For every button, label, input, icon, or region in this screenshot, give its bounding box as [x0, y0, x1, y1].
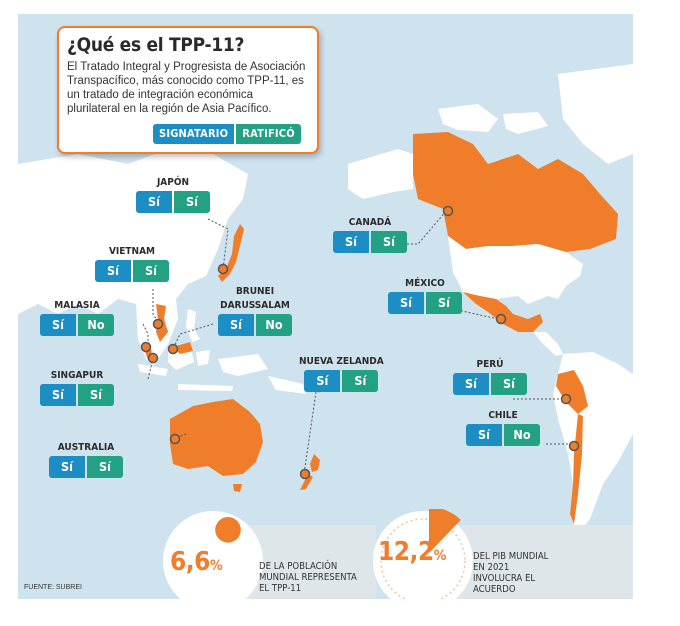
population-indicator	[215, 517, 241, 543]
ratifico-badge: Sí	[133, 260, 169, 282]
ratifico-badge: Sí	[174, 191, 210, 213]
signatario-badge: Sí	[218, 314, 254, 336]
legend-signatario: SIGNATARIO	[153, 124, 235, 144]
country-mexico: MÉXICO Sí Sí	[388, 278, 462, 314]
borneo-north-shape	[173, 342, 193, 354]
peru-shape	[556, 370, 588, 414]
gdp-dotted-ring	[380, 518, 466, 599]
signatario-badge: Sí	[136, 191, 172, 213]
alaska-shape	[348, 149, 413, 199]
legend: SIGNATARIO RATIFICÓ	[153, 124, 309, 144]
signatario-badge: Sí	[95, 260, 131, 282]
country-name: VIETNAM	[108, 246, 156, 257]
country-name: CHILE	[488, 410, 518, 421]
signatario-badge: Sí	[388, 292, 424, 314]
ratifico-badge: Sí	[342, 370, 379, 392]
ratifico-badge: Sí	[371, 231, 407, 253]
country-name: JAPÓN	[156, 177, 190, 188]
ratifico-badge: No	[256, 314, 292, 336]
greenland-shape	[558, 64, 633, 164]
country-vietnam: VIETNAM Sí Sí	[95, 246, 169, 282]
ratifico-badge: Sí	[78, 384, 114, 406]
country-name: AUSTRALIA	[57, 442, 115, 453]
country-name: NUEVA ZELANDA	[299, 356, 384, 367]
gdp-text: DEL PIB MUNDIAL EN 2021 INVOLUCRA EL ACU…	[473, 551, 549, 595]
country-name-line2: DARUSSALAM	[220, 300, 290, 311]
population-text: DE LA POBLACIÓN MUNDIAL REPRESENTA EL TP…	[259, 561, 357, 594]
signatario-badge: Sí	[304, 370, 341, 392]
signatario-badge: Sí	[453, 373, 489, 395]
central-america-shape	[533, 332, 563, 356]
papua-shape	[268, 376, 306, 394]
country-malasia: MALASIA Sí No	[40, 300, 114, 336]
source-note: FUENTE: SUBREI	[24, 584, 82, 591]
signatario-badge: Sí	[466, 424, 502, 446]
population-value: 6,6%	[170, 547, 223, 577]
mexico-shape	[463, 292, 543, 332]
tasmania-shape	[233, 484, 242, 492]
country-name-line1: BRUNEI	[235, 286, 275, 297]
signatario-badge: Sí	[49, 456, 85, 478]
country-name: MÉXICO	[405, 278, 445, 289]
country-brunei: BRUNEI DARUSSALAM Sí No	[218, 286, 292, 336]
stats-area: 6,6% DE LA POBLACIÓN MUNDIAL REPRESENTA …	[18, 509, 633, 599]
gdp-wedge	[429, 509, 461, 553]
japan-shape	[218, 224, 244, 282]
country-nueva-zelanda: NUEVA ZELANDA Sí Sí	[299, 356, 384, 392]
ratifico-badge: No	[504, 424, 540, 446]
country-singapur: SINGAPUR Sí Sí	[40, 370, 114, 406]
country-chile: CHILE Sí No	[466, 410, 540, 446]
country-canada: CANADÁ Sí Sí	[333, 217, 407, 253]
ratifico-badge: Sí	[426, 292, 462, 314]
philippines-shape	[186, 309, 200, 342]
signatario-badge: Sí	[40, 384, 76, 406]
arctic-islands	[438, 104, 548, 134]
ratifico-badge: No	[78, 314, 114, 336]
country-australia: AUSTRALIA Sí Sí	[49, 442, 123, 478]
info-box: ¿Qué es el TPP-11? El Tratado Integral y…	[57, 26, 319, 154]
new-zealand-shape	[300, 454, 320, 490]
canada-shape	[413, 132, 618, 252]
signatario-badge: Sí	[40, 314, 76, 336]
ratifico-badge: Sí	[491, 373, 527, 395]
location-markers	[140, 205, 580, 480]
stats-circles	[163, 509, 473, 599]
gdp-value: 12,2%	[378, 537, 446, 567]
country-name: CANADÁ	[348, 217, 392, 228]
usa-shape	[448, 236, 583, 304]
country-japon: JAPÓN Sí Sí	[136, 177, 210, 213]
chile-shape	[570, 414, 583, 524]
page-title: ¿Qué es el TPP-11?	[67, 34, 245, 56]
country-name: SINGAPUR	[50, 370, 104, 381]
australia-shape	[170, 399, 263, 476]
signatario-badge: Sí	[333, 231, 369, 253]
country-name: MALASIA	[54, 300, 100, 311]
legend-ratifico: RATIFICÓ	[236, 124, 301, 144]
ratifico-badge: Sí	[87, 456, 123, 478]
gdp-panel	[456, 525, 633, 599]
country-peru: PERÚ Sí Sí	[453, 359, 527, 395]
map-stage: ¿Qué es el TPP-11? El Tratado Integral y…	[18, 14, 633, 599]
indonesia-islands	[138, 344, 268, 391]
description-text: El Tratado Integral y Progresista de Aso…	[67, 61, 306, 115]
country-name: PERÚ	[476, 359, 504, 370]
